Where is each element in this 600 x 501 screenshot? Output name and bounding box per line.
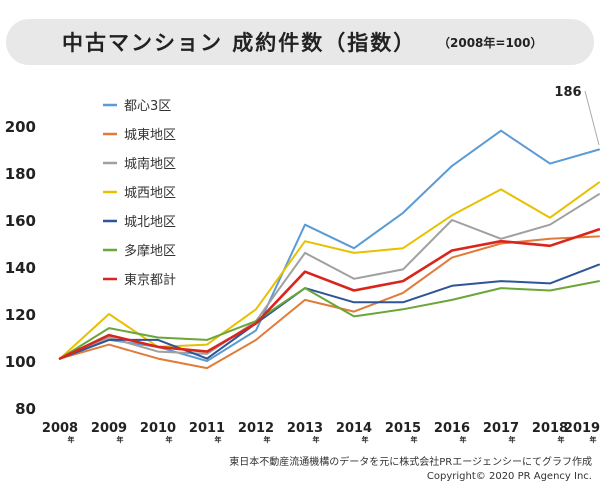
legend-label: 城南地区 — [124, 156, 176, 172]
x-tick-label: 2008 — [42, 421, 78, 436]
series-line — [59, 280, 600, 360]
series-line — [59, 181, 600, 360]
x-tick-suffix: 年 — [411, 435, 418, 444]
footer: 東日本不動産流通機構のデータを元に株式会社PRエージェンシーにてグラフ作成 Co… — [229, 456, 592, 484]
y-tick-label: 140 — [5, 259, 36, 277]
annotation-label: 186 — [554, 85, 581, 100]
legend-label: 城東地区 — [124, 127, 176, 143]
x-tick-label: 2014 — [336, 421, 372, 436]
series-line — [59, 193, 600, 360]
x-tick-label: 2017 — [483, 421, 519, 436]
title-bar: 中古マンション 成約件数（指数） （2008年=100） — [6, 19, 594, 65]
y-tick-label: 120 — [5, 306, 36, 324]
x-tick-label: 2018 — [532, 421, 568, 436]
x-tick-suffix: 年 — [68, 435, 75, 444]
x-tick-suffix: 年 — [264, 435, 271, 444]
x-tick-suffix: 年 — [509, 435, 516, 444]
annotation-leader — [584, 90, 600, 146]
x-tick-label: 2010 — [140, 421, 176, 436]
legend-label: 多摩地区 — [124, 243, 176, 259]
x-tick-suffix: 年 — [558, 435, 565, 444]
chart-title: 中古マンション 成約件数（指数） — [62, 31, 417, 55]
legend-label: 都心3区 — [124, 99, 171, 114]
y-tick-label: 200 — [5, 118, 36, 136]
x-tick-label: 2015 — [385, 421, 421, 436]
legend-label: 城北地区 — [124, 215, 176, 230]
x-tick-label: 2012 — [238, 421, 274, 436]
y-tick-label: 180 — [5, 165, 36, 183]
x-tick-suffix: 年 — [313, 435, 320, 444]
legend-label: 城西地区 — [124, 186, 176, 201]
x-tick-suffix: 年 — [117, 435, 124, 444]
y-tick-label: 100 — [5, 353, 36, 371]
copyright-note: Copyright© 2020 PR Agency Inc. — [426, 471, 592, 482]
x-tick-label: 2011 — [189, 421, 225, 436]
series-line — [58, 228, 600, 360]
legend-label: 東京都計 — [124, 272, 176, 288]
x-tick-suffix: 年 — [166, 435, 173, 444]
series-line — [59, 263, 600, 360]
x-tick-label: 2009 — [91, 421, 127, 436]
x-tick-suffix: 年 — [215, 435, 222, 444]
x-tick-label: 2016 — [434, 421, 470, 436]
x-tick-suffix: 年 — [362, 435, 369, 444]
x-tick-suffix: 年 — [590, 435, 597, 444]
x-tick-label: 2013 — [287, 421, 323, 436]
source-note: 東日本不動産流通機構のデータを元に株式会社PRエージェンシーにてグラフ作成 — [229, 457, 592, 468]
x-tick-label: 2019 — [564, 421, 600, 436]
x-tick-suffix: 年 — [460, 435, 467, 444]
chart-subtitle: （2008年=100） — [438, 36, 543, 50]
y-tick-label: 80 — [15, 400, 36, 418]
y-tick-label: 160 — [5, 212, 36, 230]
